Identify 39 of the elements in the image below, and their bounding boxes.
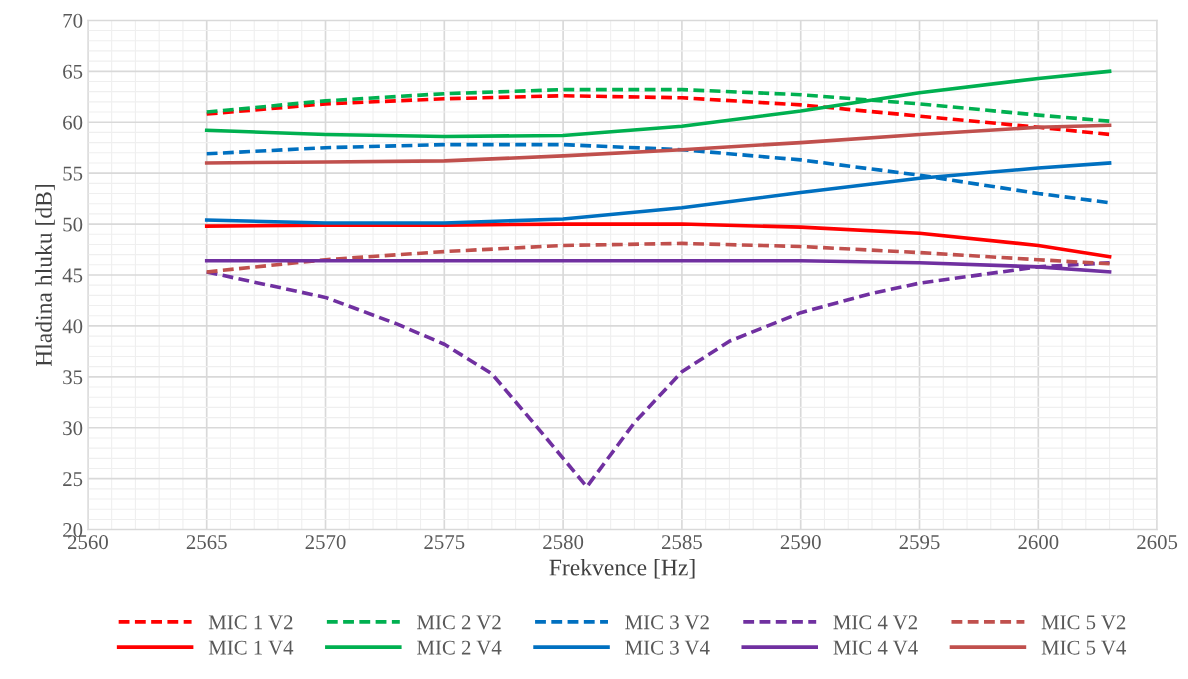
y-tick-label: 65 (63, 64, 83, 79)
line-series (204, 260, 1112, 489)
x-tick-label: 2595 (899, 535, 940, 550)
x-tick-label: 2590 (780, 535, 821, 550)
x-tick-label: 2585 (661, 535, 702, 550)
x-tick-label: 2560 (67, 535, 108, 550)
line-series (204, 69, 1112, 139)
x-tick-label: 2580 (543, 535, 584, 550)
line-series (204, 123, 1112, 165)
y-tick-label: 20 (63, 522, 83, 538)
legend-label: MIC 3 V4 (625, 640, 710, 655)
legend-label: MIC 2 V2 (417, 615, 501, 630)
y-tick-label: 70 (63, 13, 83, 28)
line-series (204, 241, 1112, 274)
line-series (204, 93, 1112, 137)
y-tick-label: 30 (63, 421, 83, 436)
x-axis-title: Frekvence [Hz] (549, 558, 695, 579)
legend-label: MIC 3 V2 (625, 615, 709, 630)
line-series (204, 222, 1112, 259)
x-tick-label: 2600 (1018, 535, 1059, 550)
x-tick-label: 2565 (186, 535, 227, 550)
legend-label: MIC 1 V4 (208, 640, 294, 655)
legend-label: MIC 5 V4 (1041, 640, 1127, 655)
x-tick-label: 2575 (424, 535, 465, 550)
y-tick-label: 45 (62, 268, 83, 283)
x-tick-label: 2605 (1137, 535, 1178, 550)
y-tick-label: 35 (63, 370, 83, 385)
x-tick-label: 2570 (305, 535, 346, 550)
legend-label: MIC 5 V2 (1041, 615, 1126, 630)
y-tick-label: 40 (62, 319, 83, 334)
y-tick-label: 60 (63, 115, 83, 130)
legend-label: MIC 1 V2 (208, 615, 293, 630)
y-tick-label: 55 (63, 166, 83, 181)
y-tick-label: 50 (63, 217, 83, 232)
legend-label: MIC 4 V4 (833, 640, 918, 655)
legend-label: MIC 4 V2 (833, 615, 917, 630)
y-axis-title: Hladina hluku [dB] (35, 184, 55, 367)
y-tick-label: 25 (63, 472, 83, 487)
legend-label: MIC 2 V4 (417, 640, 502, 655)
